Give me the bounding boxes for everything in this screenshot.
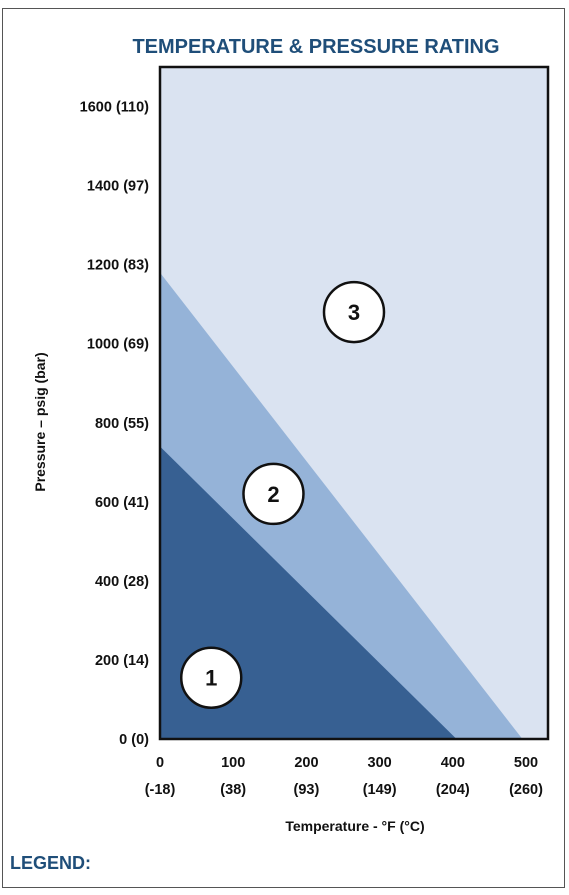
x-tick-label-celsius: (149) — [363, 782, 397, 798]
chart-frame: TEMPERATURE & PRESSURE RATING 3 2 1 0 (0) 2… — [2, 8, 565, 888]
pressure-temperature-chart: TEMPERATURE & PRESSURE RATING 3 2 1 0 (0) 2… — [10, 36, 550, 873]
y-tick-label: 400 (28) — [95, 574, 149, 590]
plot-border — [158, 65, 550, 741]
x-tick-label-celsius: (38) — [220, 782, 246, 798]
x-tick-label-celsius: (204) — [436, 782, 470, 798]
y-tick-label: 1400 (97) — [87, 179, 149, 195]
x-axis-ticks: 0 (-18) 100 (38) 200 (93) 300 (149) 400 (204) 500 (… — [145, 755, 543, 798]
y-tick-label: 200 (14) — [95, 653, 149, 669]
y-tick-label: 800 (55) — [95, 416, 149, 432]
x-tick-label-fahrenheit: 0 — [156, 755, 164, 771]
x-tick-label-fahrenheit: 200 — [294, 755, 318, 771]
y-tick-label: 600 (41) — [95, 495, 149, 511]
x-tick-label-celsius: (260) — [509, 782, 543, 798]
zone-3-marker — [322, 280, 386, 344]
y-tick-label: 1600 (110) — [80, 100, 150, 116]
chart-title: TEMPERATURE & PRESSURE RATING — [132, 36, 499, 58]
x-tick-label-fahrenheit: 500 — [514, 755, 538, 771]
plot-area: 3 2 1 — [158, 65, 550, 741]
y-axis-ticks: 0 (0) 200 (14) 400 (28) 600 (41) 800 (55) 100… — [80, 100, 150, 748]
zone-1-marker — [179, 646, 243, 709]
legend-heading: LEGEND: — [10, 853, 91, 873]
zone-3-label: 3 — [348, 300, 360, 325]
x-tick-label-fahrenheit: 300 — [368, 755, 392, 771]
x-axis-title: Temperature - °F (°C) — [285, 818, 424, 834]
zone-1-label: 1 — [205, 666, 217, 691]
y-tick-label: 0 (0) — [119, 732, 149, 748]
zone-2-label: 2 — [267, 482, 279, 507]
x-tick-label-celsius: (93) — [294, 782, 320, 798]
x-tick-label-celsius: (-18) — [145, 782, 176, 798]
y-tick-label: 1200 (83) — [87, 258, 149, 274]
zone-2-marker — [242, 462, 305, 526]
y-axis-title: Pressure – psig (bar) — [32, 352, 48, 491]
x-tick-label-fahrenheit: 100 — [221, 755, 245, 771]
x-tick-label-fahrenheit: 400 — [441, 755, 465, 771]
y-tick-label: 1000 (69) — [87, 337, 149, 353]
